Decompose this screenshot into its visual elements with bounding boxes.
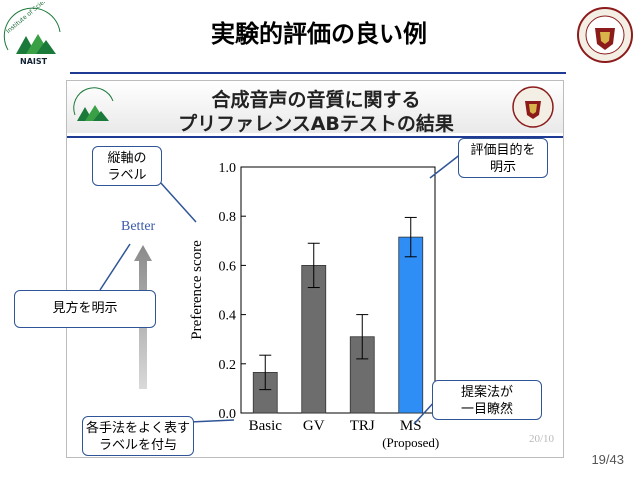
x-tick-label-basic: Basic: [249, 418, 283, 434]
embedded-slide-header: [67, 81, 563, 133]
embedded-title-line1: 合成音声の音質に関する: [211, 89, 421, 111]
inner-cmu-seal: [511, 85, 555, 129]
x-tick-sublabel-proposed: (Proposed): [382, 435, 439, 450]
y-axis-callout-line1: 縦軸の: [107, 151, 147, 166]
y-axis-label-callout: 縦軸の ラベル: [92, 146, 162, 186]
slide-title: 実験的評価の良い例: [211, 20, 427, 48]
method-labels-callout: 各手法をよく表す ラベルを付与: [82, 416, 194, 456]
viewpoint-callout: 見方を明示: [14, 290, 156, 328]
y-axis-callout-line2: ラベル: [107, 168, 147, 183]
bar-gv: [301, 265, 327, 414]
proposed-callout: 提案法が 一目瞭然: [432, 380, 542, 420]
purpose-callout-line2: 明示: [489, 160, 516, 175]
embedded-title-underline: [67, 136, 563, 138]
proposed-callout-line1: 提案法が: [460, 385, 513, 400]
y-tick-label-0: 0.0: [219, 407, 237, 422]
embedded-title-line2: プリファレンスABテストの結果: [178, 113, 454, 135]
viewpoint-callout-text: 見方を明示: [52, 301, 118, 316]
slide-page-number: 19/43: [591, 452, 624, 467]
preference-score-chart: 0.0 0.2 0.4 0.6 0.8 1.0 Preference score Basic G…: [189, 161, 439, 450]
x-tick-label-ms: MS: [400, 418, 422, 434]
purpose-callout: 評価目的を 明示: [458, 138, 548, 178]
y-tick-label-1: 0.2: [219, 358, 237, 373]
y-tick-label-3: 0.6: [219, 259, 237, 274]
bar-ms: [398, 236, 424, 414]
title-underline: [70, 72, 566, 74]
proposed-callout-line2: 一目瞭然: [460, 402, 513, 417]
purpose-callout-line1: 評価目的を: [470, 143, 536, 158]
method-callout-line1: 各手法をよく表す: [85, 421, 190, 436]
method-callout-line2: ラベルを付与: [98, 438, 177, 453]
cmu-seal: [576, 6, 634, 64]
logo-naist-text: NAIST: [20, 57, 48, 66]
y-axis-label: Preference score: [189, 240, 205, 340]
inner-naist-logo: [71, 85, 123, 129]
embedded-page-number: 20/10: [529, 433, 555, 445]
x-tick-label-trj: TRJ: [350, 418, 375, 434]
y-tick-label-2: 0.4: [219, 309, 237, 324]
y-tick-label-4: 0.8: [219, 210, 237, 225]
better-label: Better: [121, 219, 156, 234]
x-tick-label-gv: GV: [303, 418, 325, 434]
y-tick-label-5: 1.0: [219, 161, 237, 176]
